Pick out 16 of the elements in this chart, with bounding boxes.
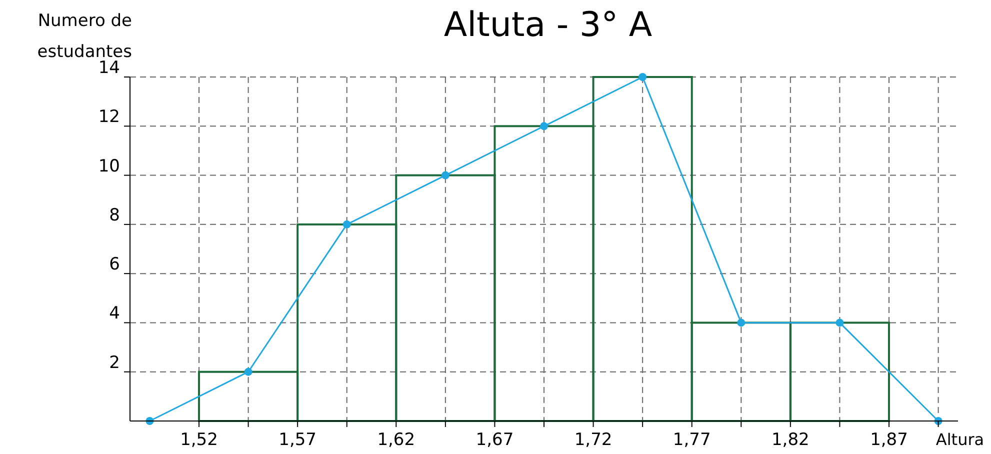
y-tick-label: 2 [109, 352, 120, 373]
y-tick-label: 10 [98, 156, 120, 176]
x-axis-title: Altura [936, 430, 984, 449]
x-tick-label: 1,62 [377, 430, 416, 450]
x-tick-label: 1,77 [672, 430, 711, 450]
x-tick-label: 1,72 [574, 430, 612, 450]
y-tick-label: 4 [109, 304, 120, 324]
x-tick-label: 1,57 [278, 430, 316, 450]
y-tick-label: 6 [109, 254, 120, 275]
chart-title: Altuta - 3° A [444, 5, 652, 45]
y-tick-label: 8 [109, 205, 120, 226]
x-tick-label: 1,82 [772, 430, 810, 450]
x-tick-label: 1,87 [870, 430, 908, 450]
x-tick-label: 1,52 [180, 430, 218, 450]
x-tick-label: 1,67 [476, 430, 514, 450]
y-tick-label: 12 [98, 107, 120, 128]
